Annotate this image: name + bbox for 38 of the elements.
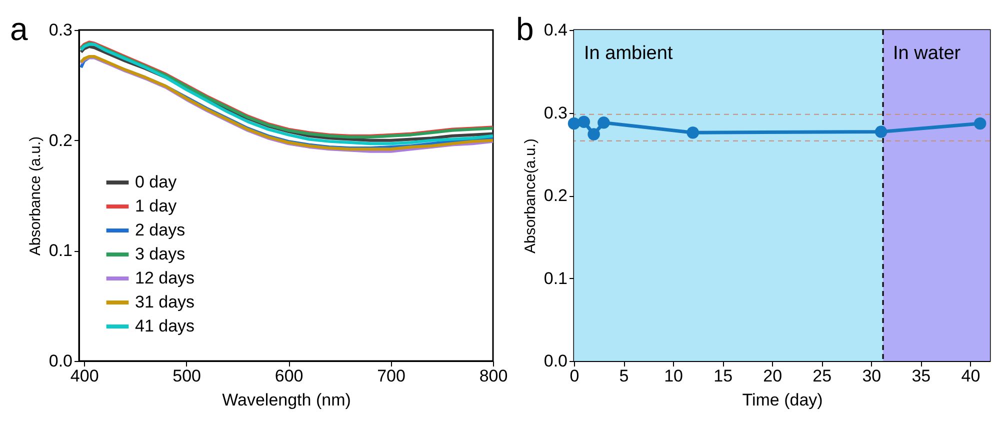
y-tick-label: 0.0	[48, 352, 72, 370]
x-tick-label: 500	[172, 366, 202, 386]
x-tick-label: 15	[714, 366, 733, 386]
legend-label: 0 day	[135, 172, 178, 192]
x-axis-title: Time (day)	[742, 390, 823, 410]
legend-label: 41 days	[135, 316, 195, 336]
text: b	[516, 11, 534, 47]
y-tick-label: 0.1	[544, 268, 568, 288]
x-axis-title: Wavelength (nm)	[222, 390, 351, 410]
x-tick-label: 700	[377, 366, 406, 386]
y-tick-label: 0.2	[544, 186, 568, 205]
y-tick-label: 0.2	[48, 130, 72, 150]
x-tick-label: 25	[812, 366, 832, 386]
legend-label: 12 days	[135, 268, 195, 288]
legend-label: 1 day	[135, 196, 178, 216]
text: a	[10, 11, 28, 47]
y-axis-title: Absorbance (a.u.)	[26, 136, 44, 256]
x-tick-label: 30	[862, 366, 882, 386]
legend-label: 3 days	[135, 244, 186, 264]
band-label: In ambient	[584, 43, 674, 64]
y-tick-label: 0.3	[544, 103, 568, 122]
band-label: In water	[893, 43, 962, 64]
y-tick-label: 0.0	[544, 352, 568, 370]
y-tick-label: 0.4	[544, 20, 568, 40]
legend-label: 2 days	[135, 220, 186, 240]
x-tick-label: 800	[479, 366, 508, 386]
x-tick-label: 600	[274, 366, 304, 386]
y-tick-label: 0.1	[48, 241, 72, 260]
x-tick-label: 10	[664, 366, 684, 386]
y-axis-title: Absorbance(a.u.)	[522, 138, 539, 254]
x-tick-label: 400	[70, 366, 99, 386]
y-tick-label: 0.3	[48, 20, 72, 40]
x-tick-label: 20	[763, 366, 782, 386]
x-tick-label: 40	[961, 366, 980, 386]
x-tick-label: 35	[912, 366, 931, 386]
x-tick-label: 0	[570, 366, 580, 386]
x-tick-label: 5	[619, 366, 629, 386]
legend-label: 31 days	[135, 292, 195, 312]
